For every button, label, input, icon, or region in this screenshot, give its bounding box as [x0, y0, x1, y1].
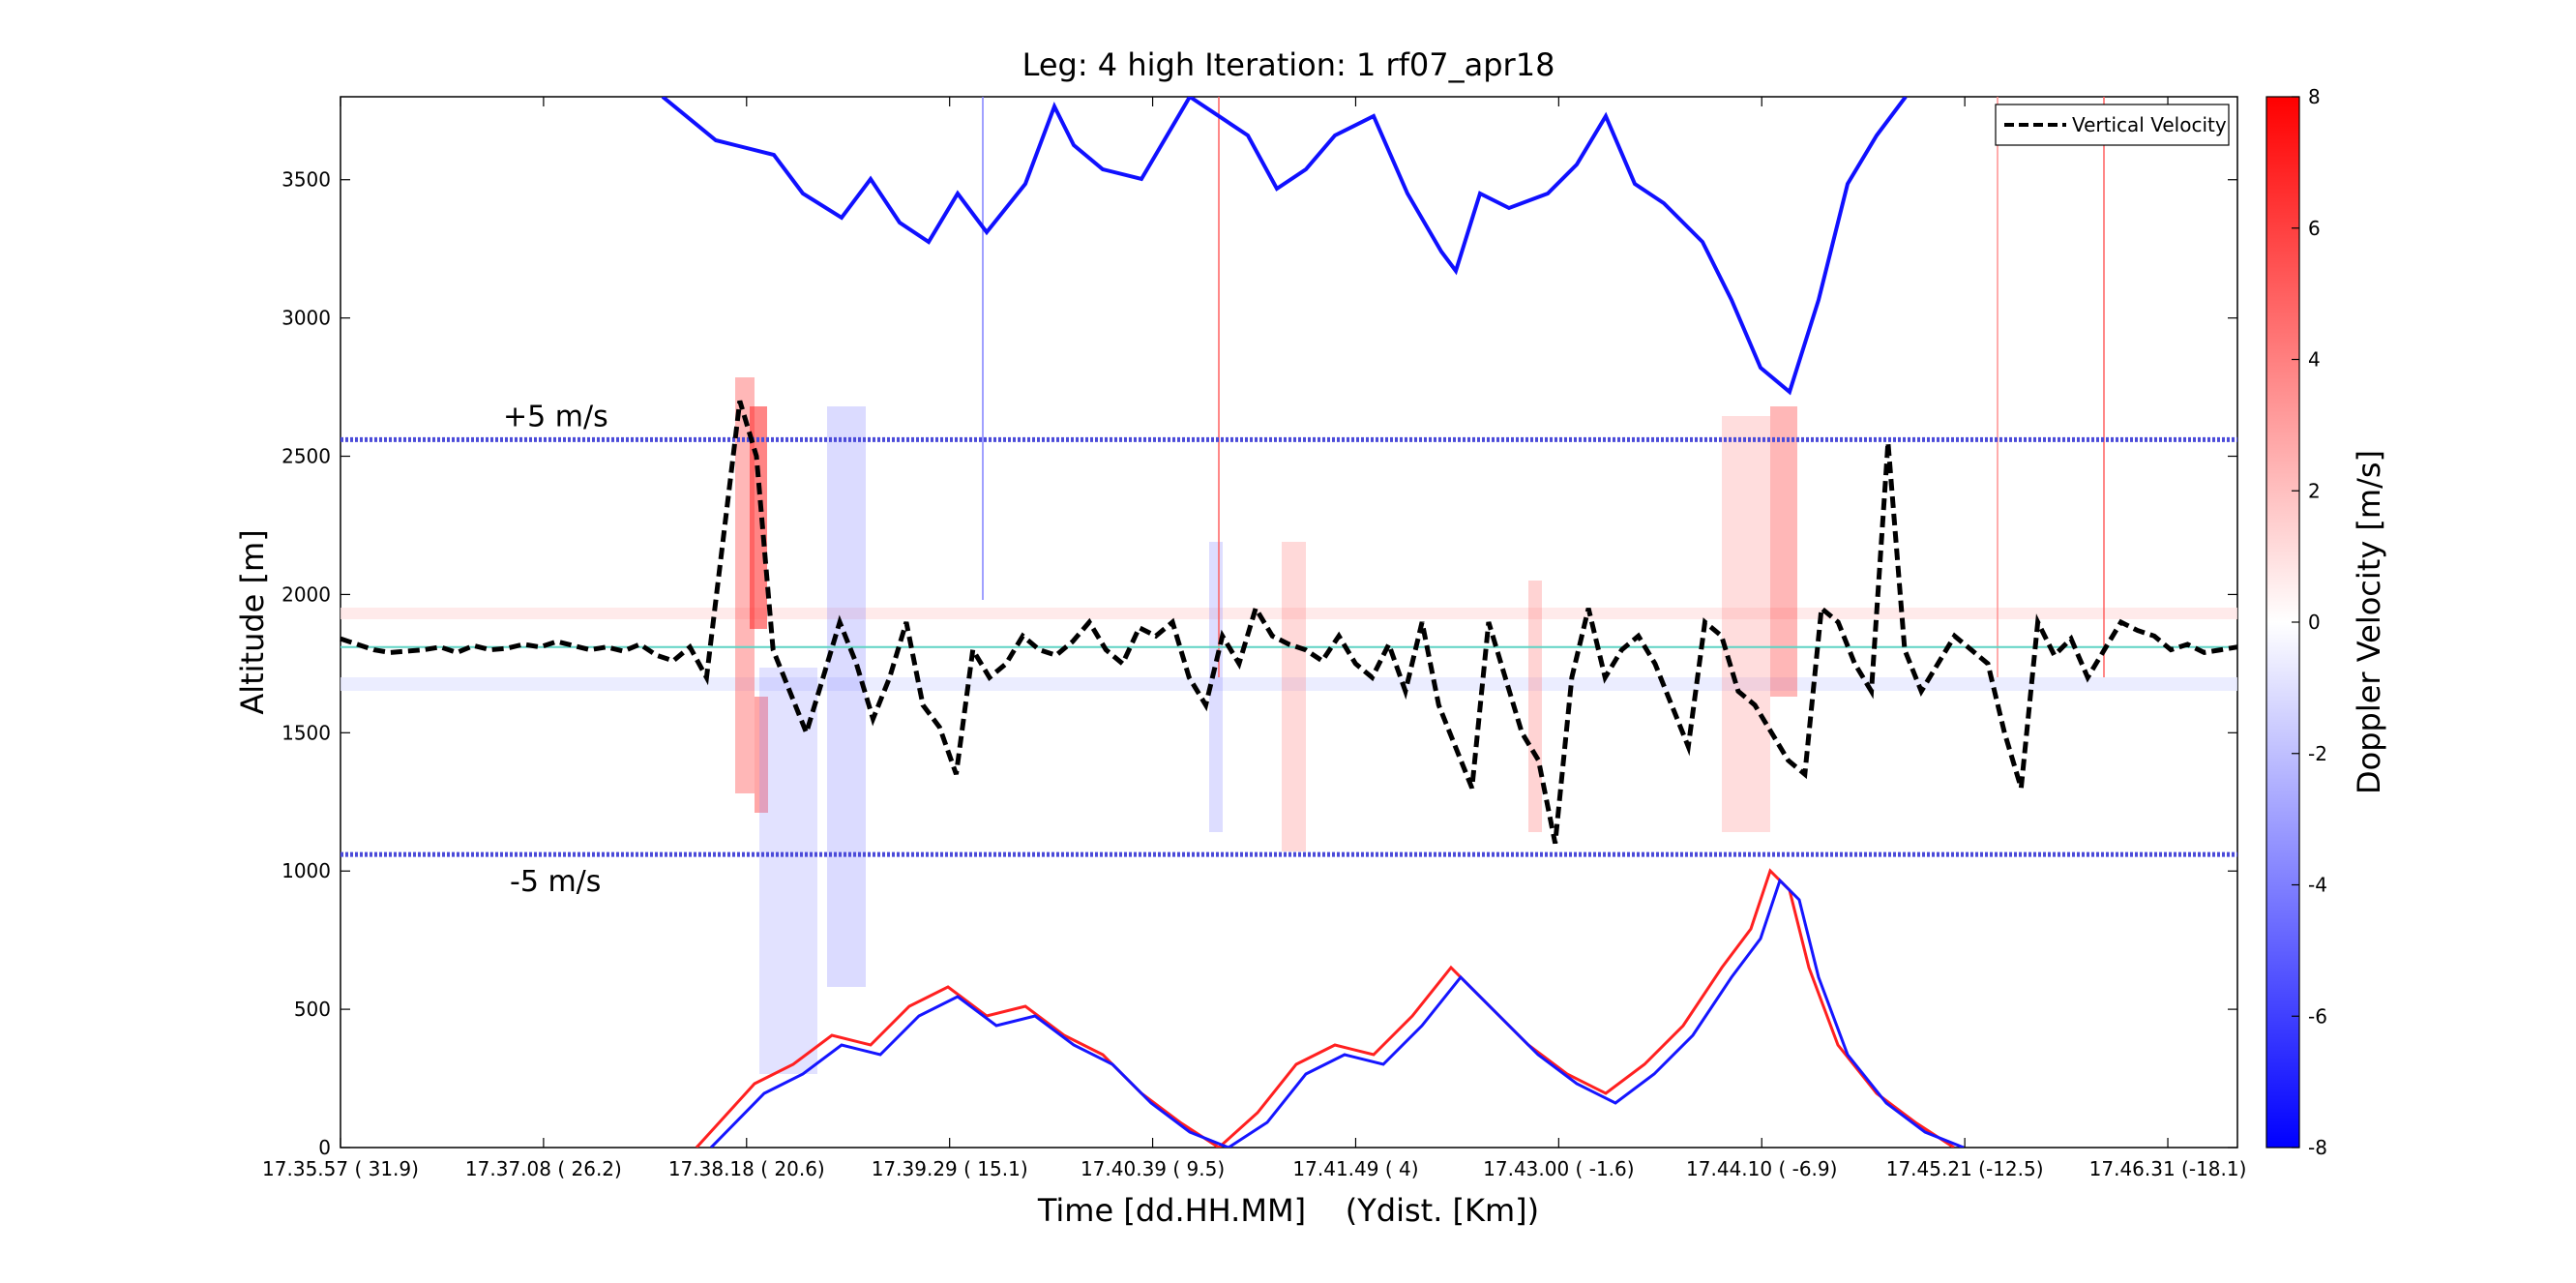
chart-title: Leg: 4 high Iteration: 1 rf07_apr18	[1022, 46, 1555, 83]
colorbar-tick-label: 0	[2308, 611, 2321, 634]
x-tick-label: 17.44.10 ( -6.9)	[1686, 1157, 1837, 1180]
colorbar-ticks: -8 -6 -4 -2 0 2 4 6 8	[2292, 85, 2327, 1159]
x-tick-label: 17.40.39 ( 9.5)	[1081, 1157, 1225, 1180]
colorbar-tick-label: 4	[2308, 348, 2321, 372]
y-tick-label: 1500	[281, 721, 331, 744]
x-tick-label: 17.39.29 ( 15.1)	[872, 1157, 1028, 1180]
x-tick-label: 17.46.31 (-18.1)	[2089, 1157, 2247, 1180]
y-tick-label: 3500	[281, 168, 331, 192]
colorbar: -8 -6 -4 -2 0 2 4 6 8 Doppler Velocity [m/s]	[2265, 85, 2387, 1159]
x-tick-label: 17.35.57 ( 31.9)	[262, 1157, 419, 1180]
y-tick-label: 1000	[281, 859, 331, 882]
x-tick-label: 17.38.18 ( 20.6)	[668, 1157, 825, 1180]
plot-area	[340, 96, 2238, 1149]
legend: Vertical Velocity	[1995, 104, 2230, 146]
x-tick-label: 17.45.21 (-12.5)	[1886, 1157, 2044, 1180]
y-axis-ticks: 0 500 1000 1500 2000 2500 3000 3500	[281, 168, 2237, 1159]
y-tick-label: 0	[318, 1136, 331, 1159]
plus-5-annotation: +5 m/s	[503, 400, 608, 433]
radar-echo-layer	[341, 97, 2237, 1148]
legend-label-vertical-velocity: Vertical Velocity	[2072, 113, 2227, 136]
y-tick-label: 3000	[281, 307, 331, 330]
y-tick-label: 2000	[281, 582, 331, 606]
x-tick-label: 17.43.00 ( -1.6)	[1483, 1157, 1634, 1180]
colorbar-tick-label: 2	[2308, 479, 2321, 502]
colorbar-tick-label: -6	[2308, 1004, 2327, 1028]
colorbar-tick-label: -4	[2308, 874, 2327, 897]
colorbar-tick-label: 8	[2308, 85, 2321, 108]
x-tick-label: 17.37.08 ( 26.2)	[465, 1157, 622, 1180]
colorbar-label: Doppler Velocity [m/s]	[2351, 450, 2387, 794]
colorbar-tick-label: -2	[2308, 742, 2327, 765]
y-axis-label: Altitude [m]	[234, 529, 271, 714]
y-tick-label: 500	[294, 998, 331, 1021]
x-tick-label: 17.41.49 ( 4)	[1292, 1157, 1418, 1180]
minus-5-annotation: -5 m/s	[510, 865, 601, 899]
y-tick-label: 2500	[281, 445, 331, 468]
x-axis-label: Time [dd.HH.MM] (Ydist. [Km])	[1037, 1192, 1539, 1229]
colorbar-tick-label: -8	[2308, 1136, 2327, 1159]
colorbar-tick-label: 6	[2308, 217, 2321, 240]
vertical-velocity-line	[340, 400, 2238, 845]
x-axis-ticks: 17.35.57 ( 31.9) 17.37.08 ( 26.2) 17.38.18…	[262, 97, 2246, 1180]
